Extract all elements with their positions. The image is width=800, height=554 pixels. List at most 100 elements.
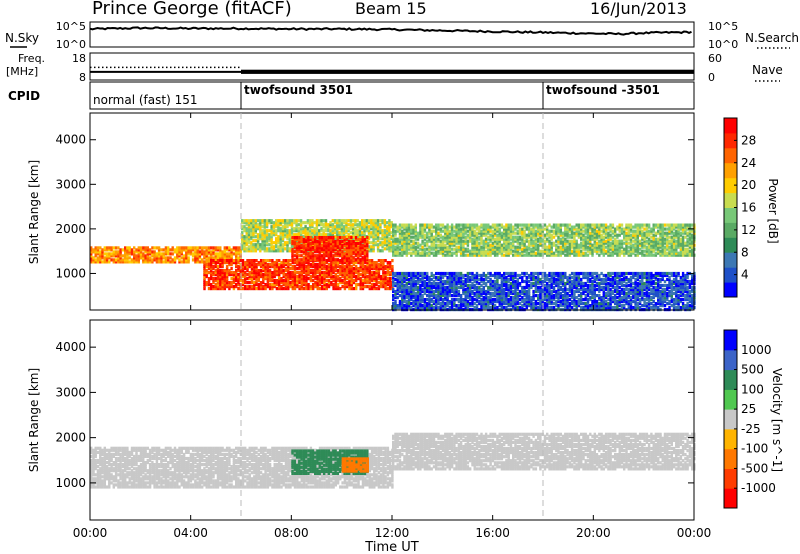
echo-cell: [290, 219, 294, 223]
echo-cell: [280, 281, 283, 285]
echo-cell: [124, 246, 127, 250]
echo-cell: [414, 245, 417, 249]
echo-cell: [376, 243, 380, 247]
echo-cell: [232, 261, 236, 265]
echo-cell: [552, 223, 556, 227]
echo-cell: [527, 251, 531, 255]
echo-cell: [246, 285, 249, 289]
echo-cell: [663, 227, 667, 231]
echo-cell: [254, 243, 257, 247]
echo-cell: [241, 225, 244, 229]
echo-cell: [352, 231, 355, 235]
echo-cell: [455, 231, 458, 235]
echo-cell: [372, 237, 375, 241]
echo-cell: [435, 281, 438, 286]
echo-cell: [212, 281, 215, 285]
echo-cell: [370, 261, 374, 265]
echo-cell: [237, 281, 240, 285]
echo-cell: [262, 263, 265, 267]
echo-cell: [555, 253, 558, 257]
echo-cell: [388, 239, 391, 243]
echo-cell: [314, 281, 317, 285]
echo-cell: [503, 229, 506, 233]
echo-cell: [345, 269, 349, 273]
echo-cell: [191, 248, 195, 252]
echo-cell: [323, 240, 326, 244]
echo-cell: [484, 253, 488, 257]
echo-cell: [228, 283, 231, 287]
echo-cell: [469, 227, 472, 231]
echo-cell: [339, 265, 342, 269]
echo-cell: [318, 273, 322, 277]
echo-cell: [368, 269, 371, 273]
echo-cell: [423, 251, 427, 255]
echo-cell: [296, 279, 299, 283]
echo-cell: [512, 231, 515, 235]
echo-cell: [366, 240, 369, 244]
echo-cell: [410, 231, 413, 235]
echo-cell: [459, 253, 463, 257]
echo-cell: [430, 247, 433, 251]
echo-cell: [444, 229, 447, 233]
echo-cell: [185, 246, 188, 250]
echo-cell: [444, 235, 447, 239]
echo-cell: [332, 269, 335, 273]
echo-cell: [363, 254, 367, 258]
echo-cell: [298, 238, 301, 242]
echo-cell: [455, 304, 458, 308]
echo-cell: [309, 271, 313, 275]
echo-cell: [316, 250, 319, 254]
echo-cell: [437, 239, 440, 243]
echo-cell: [289, 263, 292, 267]
echo-cell: [500, 243, 504, 247]
echo-cell: [491, 231, 495, 235]
echo-cell: [286, 229, 289, 233]
echo-cell: [289, 259, 292, 263]
echo-cell: [645, 239, 649, 243]
echo-cell: [272, 229, 276, 233]
echo-cell: [584, 251, 587, 255]
echo-cell: [272, 247, 276, 251]
echo-cell: [259, 281, 263, 285]
echo-cell: [216, 246, 220, 250]
echo-cell: [521, 223, 524, 227]
echo-cell: [679, 237, 683, 241]
echo-cell: [338, 248, 342, 252]
echo-cell: [537, 223, 540, 227]
echo-cell: [426, 253, 429, 257]
echo-cell: [259, 235, 262, 239]
echo-cell: [589, 231, 592, 235]
echo-cell: [500, 225, 504, 229]
echo-cell: [263, 221, 266, 225]
echo-cell: [444, 227, 447, 231]
echo-cell: [552, 229, 556, 233]
echo-cell: [446, 239, 449, 243]
echo-cell: [432, 235, 436, 239]
noise-ytick-high-right: 10^5: [708, 20, 738, 33]
echo-cell: [259, 249, 262, 253]
echo-cell: [448, 235, 451, 239]
echo-cell: [391, 259, 394, 263]
echo-cell: [455, 237, 458, 241]
echo-cell: [279, 233, 282, 237]
echo-cell: [457, 298, 461, 302]
echo-cell: [394, 300, 397, 304]
echo-cell: [338, 219, 341, 223]
echo-cell: [487, 249, 490, 253]
echo-cell: [471, 233, 474, 237]
echo-cell: [343, 287, 347, 291]
echo-cell: [305, 285, 308, 289]
echo-cell: [336, 238, 339, 242]
echo-cell: [214, 265, 217, 269]
echo-cell: [262, 281, 265, 285]
echo-cell: [457, 245, 461, 249]
echo-cell: [498, 229, 501, 233]
echo-cell: [291, 283, 294, 287]
echo-cell: [239, 259, 242, 263]
echo-cell: [466, 247, 470, 251]
echo-cell: [265, 239, 269, 243]
echo-cell: [139, 246, 143, 250]
echo-cell: [459, 233, 463, 237]
echo-cell: [225, 254, 229, 258]
echo-cell: [345, 231, 348, 235]
